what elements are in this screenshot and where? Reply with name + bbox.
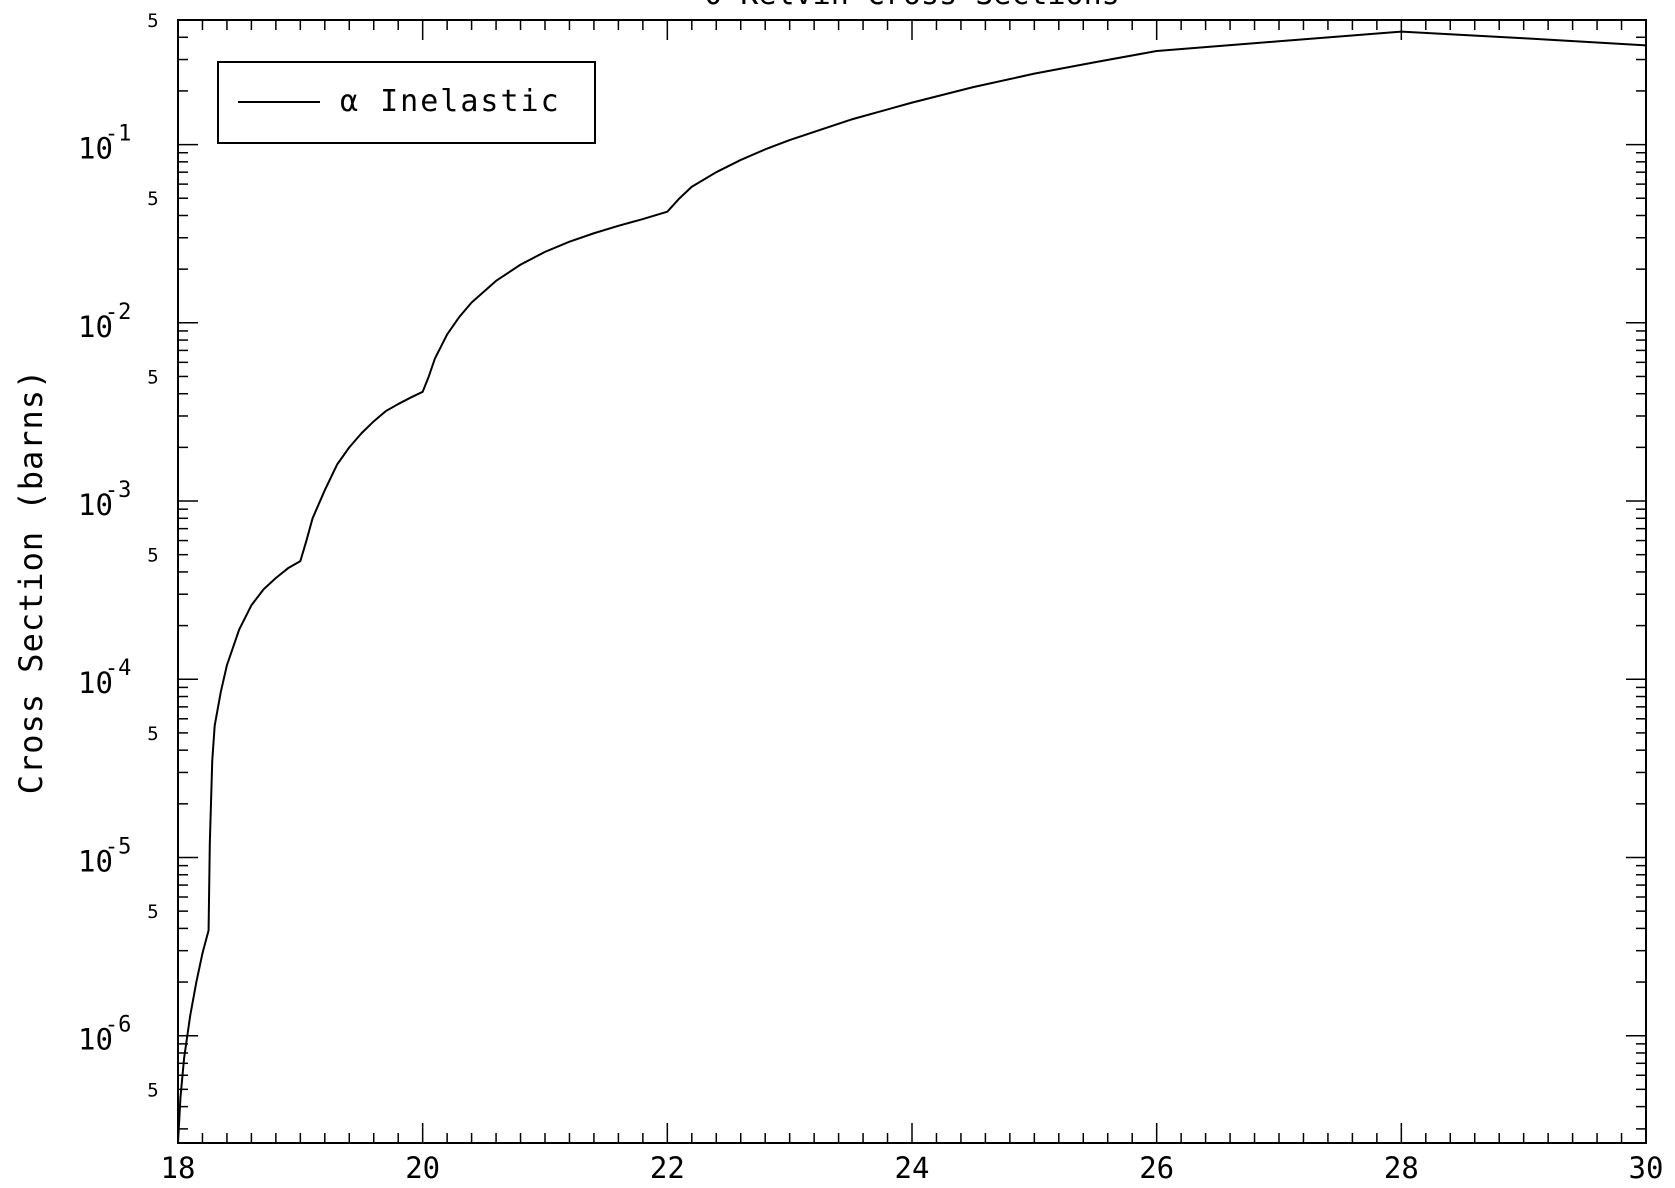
x-tick-label: 18 bbox=[161, 1151, 196, 1185]
y-minor-label: 5 bbox=[147, 366, 158, 388]
y-minor-label: 5 bbox=[147, 1079, 158, 1101]
series-line bbox=[177, 30, 1647, 1144]
x-tick-label: 26 bbox=[1139, 1151, 1174, 1185]
y-tick-base: 10 bbox=[78, 310, 113, 344]
y-tick-exponent: -3 bbox=[105, 478, 132, 503]
y-minor-label: 5 bbox=[147, 545, 158, 567]
y-minor-label: 5 bbox=[147, 723, 158, 745]
plot-area: 18 20 22 24 26 28 3010-610-510-410-310-210-155… bbox=[78, 10, 1663, 1185]
y-tick-exponent: -6 bbox=[105, 1013, 132, 1038]
y-tick-exponent: -5 bbox=[105, 834, 132, 859]
y-tick-label: 10-5 bbox=[78, 834, 131, 878]
y-tick-label: 10-3 bbox=[78, 478, 131, 522]
x-tick-label: 28 bbox=[1384, 1151, 1419, 1185]
y-tick-label: 10-6 bbox=[78, 1013, 131, 1057]
y-minor-label: 5 bbox=[147, 188, 158, 210]
x-tick-label: 20 bbox=[405, 1151, 440, 1185]
y-tick-exponent: -4 bbox=[105, 656, 132, 681]
chart-title: 0 Kelvin Cross Sections bbox=[704, 0, 1119, 12]
y-tick-base: 10 bbox=[78, 132, 113, 166]
legend-label: α Inelastic bbox=[340, 84, 561, 119]
y-tick-label: 10-1 bbox=[78, 122, 131, 166]
y-tick-exponent: -1 bbox=[105, 122, 132, 147]
y-tick-label: 10-4 bbox=[78, 656, 131, 700]
y-tick-label: 10-2 bbox=[78, 300, 131, 344]
y-minor-label: 5 bbox=[147, 10, 158, 32]
y-tick-base: 10 bbox=[78, 1023, 113, 1057]
x-tick-label: 22 bbox=[650, 1151, 685, 1185]
plot-frame bbox=[177, 19, 1647, 1144]
x-tick-label: 24 bbox=[895, 1151, 930, 1185]
y-tick-base: 10 bbox=[78, 666, 113, 700]
y-tick-base: 10 bbox=[78, 844, 113, 878]
y-minor-label: 5 bbox=[147, 901, 158, 923]
y-axis-title: Cross Section (barns) bbox=[12, 369, 50, 795]
x-tick-label: 30 bbox=[1629, 1151, 1664, 1185]
y-tick-base: 10 bbox=[78, 488, 113, 522]
y-tick-exponent: -2 bbox=[105, 300, 132, 325]
